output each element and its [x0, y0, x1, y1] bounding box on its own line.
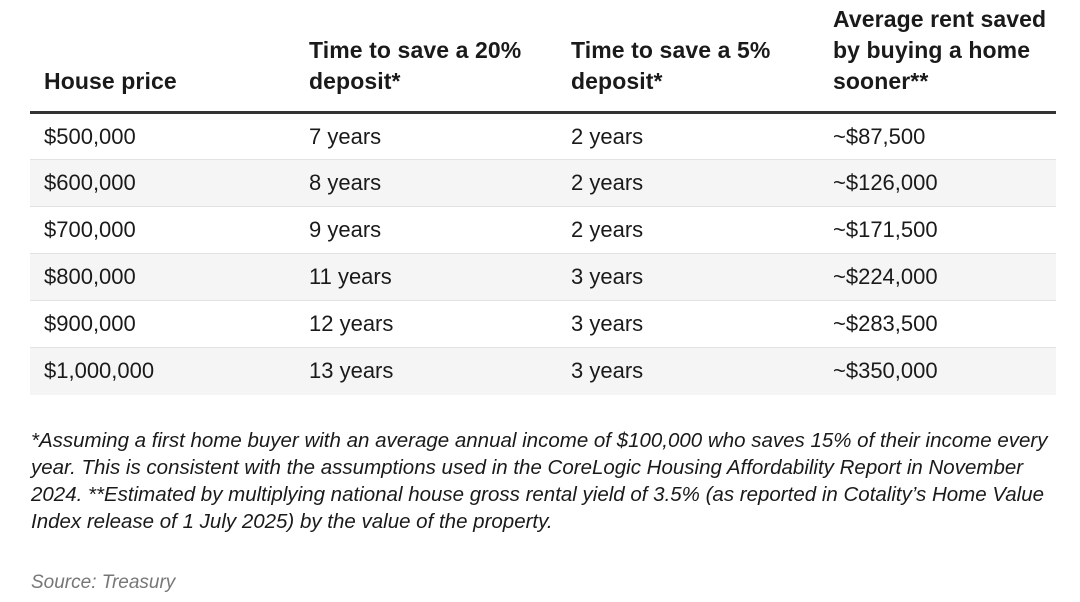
table-footnote: *Assuming a first home buyer with an ave… [31, 429, 1048, 533]
cell-house-price: $500,000 [30, 112, 295, 160]
header-rent-saved: Average rent saved by buying a home soon… [819, 0, 1056, 114]
cell-house-price: $900,000 [30, 300, 295, 348]
table-body: $500,000 7 years 2 years ~$87,500 $600,0… [30, 112, 1056, 395]
table-row: $1,000,000 13 years 3 years ~$350,000 [30, 347, 1056, 395]
header-time-20-percent: Time to save a 20% deposit* [295, 0, 557, 114]
cell-time-20-percent: 11 years [295, 253, 557, 301]
cell-time-5-percent: 3 years [557, 347, 819, 395]
cell-rent-saved: ~$87,500 [819, 112, 1056, 160]
cell-time-20-percent: 13 years [295, 347, 557, 395]
cell-house-price: $800,000 [30, 253, 295, 301]
table-row: $600,000 8 years 2 years ~$126,000 [30, 159, 1056, 207]
cell-time-5-percent: 2 years [557, 206, 819, 254]
cell-rent-saved: ~$224,000 [819, 253, 1056, 301]
cell-time-5-percent: 3 years [557, 300, 819, 348]
header-house-price: House price [30, 0, 295, 114]
cell-time-20-percent: 8 years [295, 159, 557, 207]
source-credit: Source: Treasury [31, 572, 176, 593]
table-row: $900,000 12 years 3 years ~$283,500 [30, 300, 1056, 348]
deposit-savings-table: House price Time to save a 20% deposit* … [30, 0, 1056, 395]
table-row: $500,000 7 years 2 years ~$87,500 [30, 112, 1056, 160]
cell-time-5-percent: 2 years [557, 159, 819, 207]
cell-rent-saved: ~$283,500 [819, 300, 1056, 348]
table-row: $700,000 9 years 2 years ~$171,500 [30, 206, 1056, 254]
cell-time-5-percent: 2 years [557, 112, 819, 160]
data-table-container: House price Time to save a 20% deposit* … [30, 0, 1056, 395]
cell-rent-saved: ~$171,500 [819, 206, 1056, 254]
header-row: House price Time to save a 20% deposit* … [30, 0, 1056, 114]
cell-time-20-percent: 9 years [295, 206, 557, 254]
cell-time-20-percent: 12 years [295, 300, 557, 348]
cell-rent-saved: ~$126,000 [819, 159, 1056, 207]
header-time-5-percent: Time to save a 5% deposit* [557, 0, 819, 114]
table-header: House price Time to save a 20% deposit* … [30, 0, 1056, 114]
cell-time-5-percent: 3 years [557, 253, 819, 301]
cell-time-20-percent: 7 years [295, 112, 557, 160]
table-row: $800,000 11 years 3 years ~$224,000 [30, 253, 1056, 301]
cell-house-price: $700,000 [30, 206, 295, 254]
cell-rent-saved: ~$350,000 [819, 347, 1056, 395]
cell-house-price: $600,000 [30, 159, 295, 207]
cell-house-price: $1,000,000 [30, 347, 295, 395]
